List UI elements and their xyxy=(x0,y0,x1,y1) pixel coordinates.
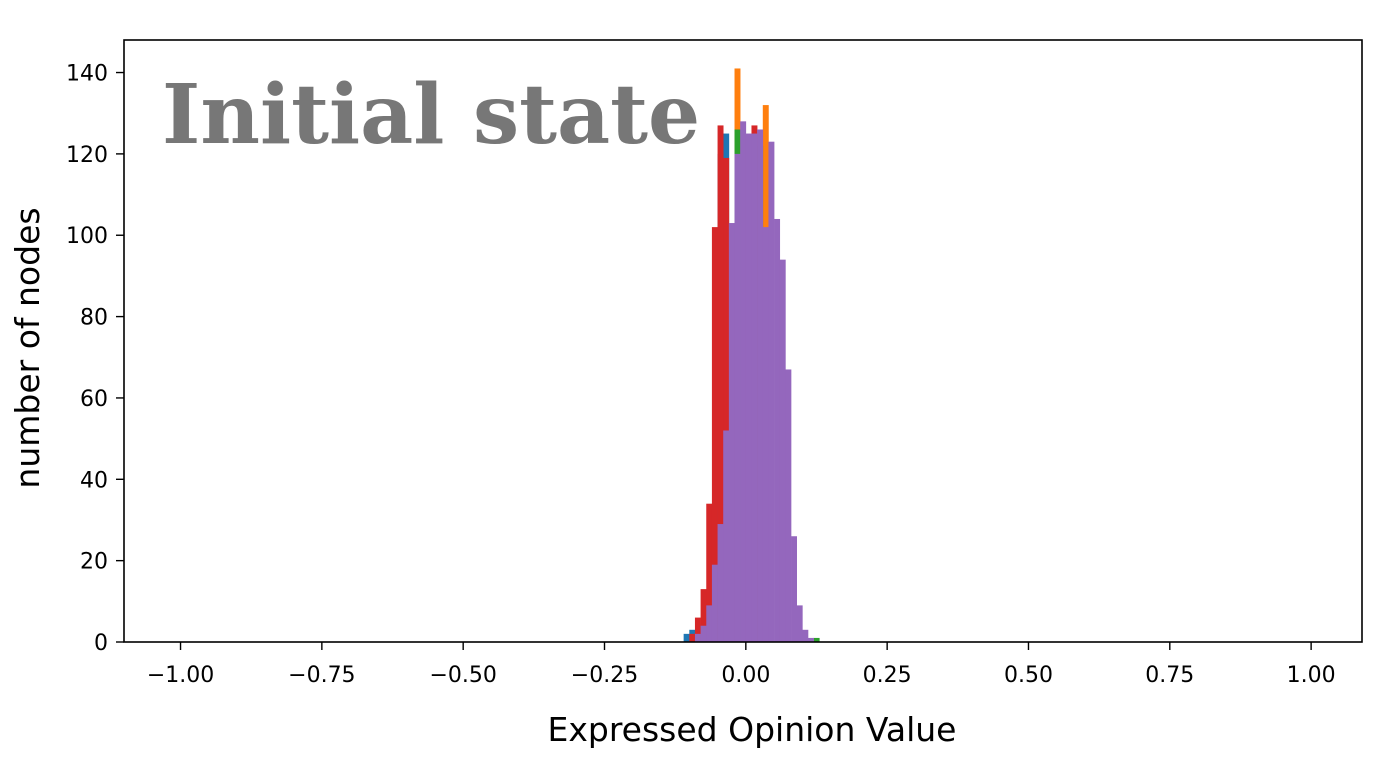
histogram-bar-s4-b2 xyxy=(706,605,713,642)
y-tick-label: 60 xyxy=(80,387,108,412)
y-tick-label: 100 xyxy=(66,224,108,249)
histogram-bar-s4-b10 xyxy=(751,133,758,643)
x-tick-label: 1.00 xyxy=(1287,663,1336,688)
histogram-bar-s4-b18 xyxy=(796,605,803,642)
histogram-bar-s3-b2 xyxy=(700,589,707,642)
x-tick-label: 0.50 xyxy=(1004,663,1053,688)
x-axis-ticks: −1.00 −0.75 −0.50 −0.25 0.00 0.25 0.50 0.75 1.00 xyxy=(147,642,1336,688)
x-tick-label: −1.00 xyxy=(147,663,214,688)
x-tick-label: 0.00 xyxy=(721,663,770,688)
histogram-bar-s4-b13 xyxy=(768,141,775,642)
histogram-bar-s4-b8 xyxy=(740,121,747,643)
histogram-bar-s4-b17 xyxy=(791,536,797,642)
histogram-bar-s4-b15 xyxy=(779,259,786,642)
x-tick-label: −0.25 xyxy=(571,663,638,688)
y-tick-label: 140 xyxy=(66,62,108,87)
y-tick-label: 40 xyxy=(80,468,108,493)
histogram-bar-s4-b5 xyxy=(723,430,730,642)
histogram-bar-s3-b6 xyxy=(723,157,730,642)
histogram-bar-s4-b14 xyxy=(774,218,781,642)
histogram-bar-s3-b0 xyxy=(689,633,696,642)
histogram-bar-s3-b3 xyxy=(706,503,713,642)
x-tick-label: 0.75 xyxy=(1145,663,1194,688)
histogram-bar-s4-b6 xyxy=(728,223,735,643)
histogram-bar-s0-b0 xyxy=(683,633,690,642)
histogram-bar-s4-b4 xyxy=(717,524,724,642)
x-tick-label: −0.50 xyxy=(429,663,496,688)
histogram-bar-s4-b16 xyxy=(785,369,792,642)
plot-frame xyxy=(123,39,1363,643)
histogram-bar-s3-b1 xyxy=(694,617,701,642)
histogram-bar-s4-b0 xyxy=(694,633,701,642)
x-axis-label: Expressed Opinion Value xyxy=(548,710,957,749)
histogram-bar-s4-b19 xyxy=(802,629,809,642)
histogram-bar-s3-b5 xyxy=(717,125,724,643)
annotation-initial-state: Initial state xyxy=(162,67,700,163)
x-tick-label: −0.75 xyxy=(288,663,355,688)
histogram-bar-s2-b3 xyxy=(813,637,820,642)
histogram-bar-s4-b20 xyxy=(808,637,814,642)
y-axis-label: number of nodes xyxy=(8,207,47,488)
y-tick-label: 20 xyxy=(80,550,108,575)
histogram-bar-s4-b1 xyxy=(700,625,707,642)
histogram-bar-s4-b7 xyxy=(734,153,741,642)
y-tick-label: 80 xyxy=(80,306,108,331)
histogram-bar-s4-b11 xyxy=(757,129,764,643)
y-tick-label: 0 xyxy=(94,631,108,656)
histogram-bar-s3-b4 xyxy=(711,227,718,643)
y-axis-ticks: 0 20 40 60 80 100 120 140 xyxy=(66,62,124,656)
histogram-bar-s4-b9 xyxy=(745,133,752,643)
x-tick-label: 0.25 xyxy=(863,663,912,688)
histogram-bar-s4-b12 xyxy=(762,227,769,643)
y-tick-label: 120 xyxy=(66,143,108,168)
histogram-bar-s4-b3 xyxy=(711,564,718,642)
histogram-bars xyxy=(683,68,820,643)
